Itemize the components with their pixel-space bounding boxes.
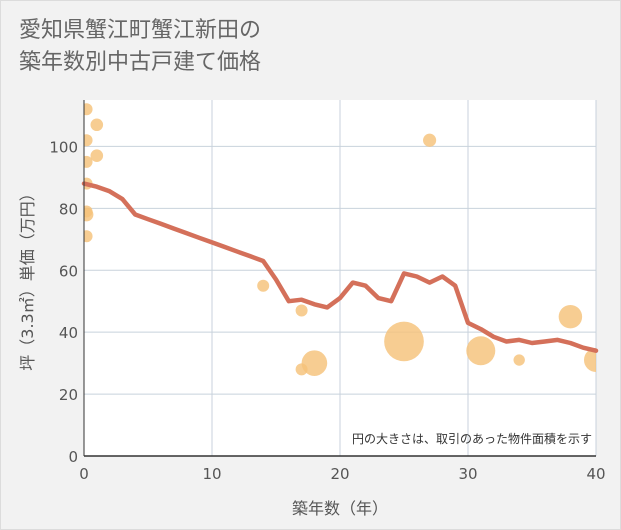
x-tick-label: 40 <box>586 465 605 483</box>
y-tick-label: 100 <box>49 138 78 156</box>
data-bubble <box>583 348 596 373</box>
trend-line <box>81 181 599 353</box>
data-bubble <box>257 279 270 292</box>
data-bubble <box>84 155 93 168</box>
x-tick-label: 30 <box>458 465 477 483</box>
x-axis-label: 築年数（年） <box>292 499 388 518</box>
chart-title: 愛知県蟹江町蟹江新田の 築年数別中古戸建て価格 <box>19 15 261 79</box>
bubble-series <box>84 103 596 376</box>
y-axis-label: 坪（3.3㎡）単価（万円） <box>18 185 37 370</box>
y-tick-label: 80 <box>59 200 78 218</box>
axes <box>83 100 596 457</box>
data-bubble <box>423 133 437 147</box>
y-tick-label: 40 <box>59 324 78 342</box>
data-bubble <box>90 118 104 132</box>
y-tick-label: 0 <box>68 448 78 466</box>
data-bubble <box>90 149 104 163</box>
tick-labels: 0 10 20 30 40 0 20 40 60 80 100 <box>49 138 605 483</box>
trend-line-series <box>81 181 599 353</box>
y-tick-label: 60 <box>59 262 78 280</box>
data-bubble <box>384 321 424 362</box>
data-bubble <box>84 207 94 222</box>
data-bubble <box>295 304 308 317</box>
chart-note: 円の大きさは、取引のあった物件面積を示す <box>352 431 592 446</box>
data-bubble <box>513 354 525 366</box>
data-bubble <box>466 336 496 366</box>
grid-lines <box>83 100 597 456</box>
y-tick-label: 20 <box>59 386 78 404</box>
x-tick-label: 20 <box>330 465 349 483</box>
data-bubble <box>84 103 93 116</box>
data-bubble <box>84 230 93 243</box>
x-tick-label: 0 <box>79 465 89 483</box>
data-bubble <box>558 304 583 329</box>
chart-title-line2: 築年数別中古戸建て価格 <box>19 50 262 75</box>
data-bubble <box>301 350 328 376</box>
x-tick-label: 10 <box>202 465 221 483</box>
chart-title-line1: 愛知県蟹江町蟹江新田の <box>19 18 262 43</box>
data-bubble <box>84 134 93 147</box>
